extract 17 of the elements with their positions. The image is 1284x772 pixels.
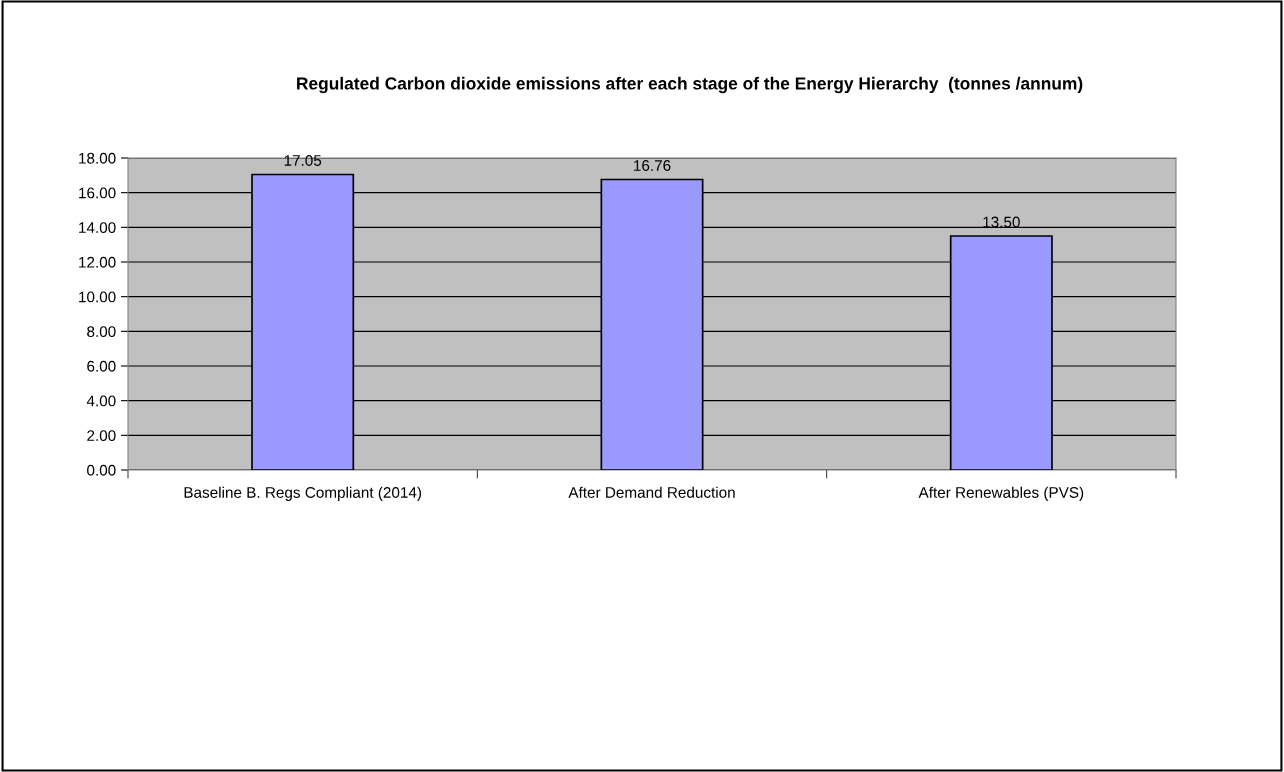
data-label: 17.05 [284,155,322,166]
data-label: 16.76 [634,160,671,171]
y-tick-label: 4.00 [86,395,116,407]
x-tick-label: Baseline B. Regs Compliant (2014) [184,486,422,501]
chart-title: Regulated Carbon dioxide emissions after each stage of the Energy Hierarchy (tonnes /annum) [297,76,1083,94]
y-tick-label: 12.00 [79,256,116,268]
y-tick-label: 0.00 [87,464,116,476]
data-label: 13.50 [983,216,1020,228]
y-tick-label: 6.00 [87,360,116,372]
y-tick-label: 18.00 [79,152,116,164]
y-tick-label: 14.00 [79,222,116,234]
y-tick-label: 16.00 [79,187,116,199]
y-tick-label: 2.00 [87,430,116,442]
y-tick-label: 10.00 [79,291,116,303]
y-tick-label: 8.00 [87,326,116,338]
x-tick-label: After Demand Reduction [568,486,735,498]
x-tick-label: After Renewables (PVS) [918,486,1084,501]
